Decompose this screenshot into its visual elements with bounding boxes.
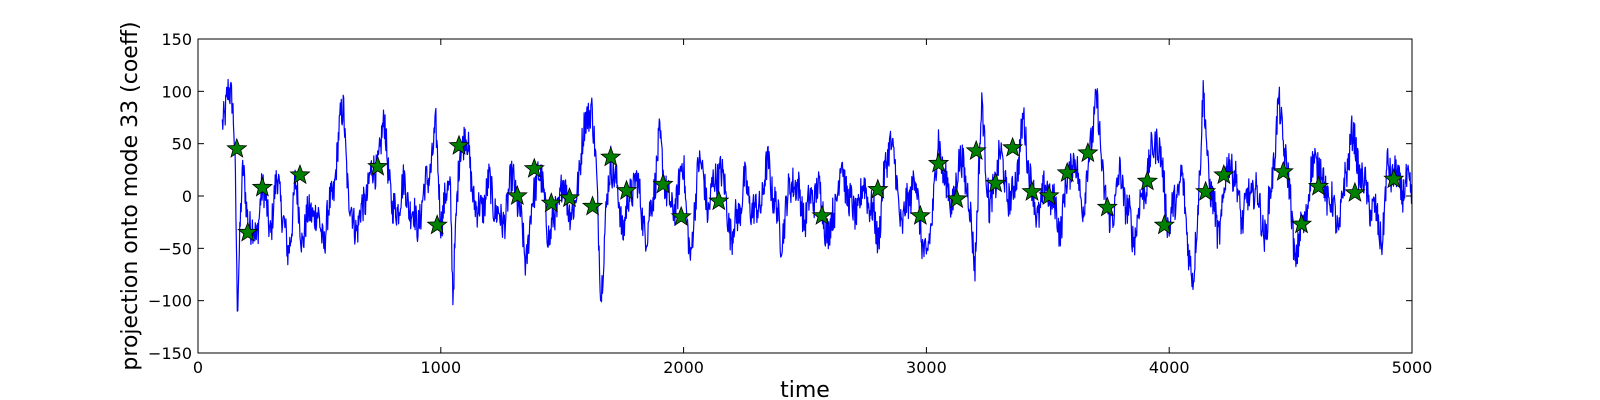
y-tick-label: 50 <box>172 135 192 154</box>
star-marker <box>1195 180 1217 201</box>
star-marker <box>581 195 604 216</box>
star-marker <box>985 172 1007 193</box>
star-marker <box>965 139 987 161</box>
star-marker <box>909 204 931 225</box>
star-marker <box>1272 160 1294 181</box>
x-tick-label: 5000 <box>1392 358 1433 377</box>
star-marker <box>1213 163 1235 185</box>
star-marker <box>448 134 470 155</box>
star-marker <box>1307 175 1330 196</box>
star-marker <box>1038 184 1060 206</box>
star-marker <box>558 186 581 208</box>
star-marker <box>237 221 259 242</box>
star-marker <box>289 163 311 185</box>
y-tick-label: −150 <box>148 344 192 363</box>
star-marker <box>927 152 950 173</box>
y-axis-label: projection onto mode 33 (coeff) <box>118 21 143 370</box>
star-marker <box>670 205 692 226</box>
x-tick-label: 3000 <box>906 358 947 377</box>
star-marker <box>1344 181 1366 202</box>
x-tick-label: 1000 <box>420 358 461 377</box>
x-tick-label: 0 <box>193 358 203 377</box>
star-marker <box>1056 161 1078 183</box>
star-marker <box>1002 136 1024 157</box>
star-marker <box>708 190 730 211</box>
star-marker <box>367 155 389 176</box>
y-tick-label: 0 <box>182 187 192 206</box>
star-marker <box>600 146 622 167</box>
star-marker <box>1136 170 1158 191</box>
y-tick-label: −100 <box>148 292 192 311</box>
star-marker <box>811 204 833 225</box>
x-axis-label: time <box>780 378 830 400</box>
plot-area-background <box>198 39 1412 353</box>
star-marker <box>523 157 545 178</box>
star-marker <box>1153 214 1175 235</box>
star-marker <box>251 176 273 197</box>
star-marker <box>1096 196 1118 217</box>
star-marker <box>946 187 968 209</box>
y-tick-label: −50 <box>158 239 192 258</box>
star-marker <box>1021 180 1043 201</box>
star-marker <box>867 178 889 199</box>
star-marker <box>1383 168 1405 189</box>
star-marker <box>540 192 562 213</box>
star-marker <box>615 179 638 200</box>
star-marker <box>1290 213 1313 234</box>
x-tick-label: 4000 <box>1149 358 1190 377</box>
star-marker <box>1077 141 1099 163</box>
series-line <box>221 78 1412 312</box>
y-tick-label: 150 <box>161 30 192 49</box>
x-tick-label: 2000 <box>663 358 704 377</box>
star-marker <box>652 173 674 194</box>
star-marker <box>506 184 528 206</box>
star-marker <box>426 214 448 235</box>
y-tick-label: 100 <box>161 82 192 101</box>
star-marker <box>226 137 248 158</box>
